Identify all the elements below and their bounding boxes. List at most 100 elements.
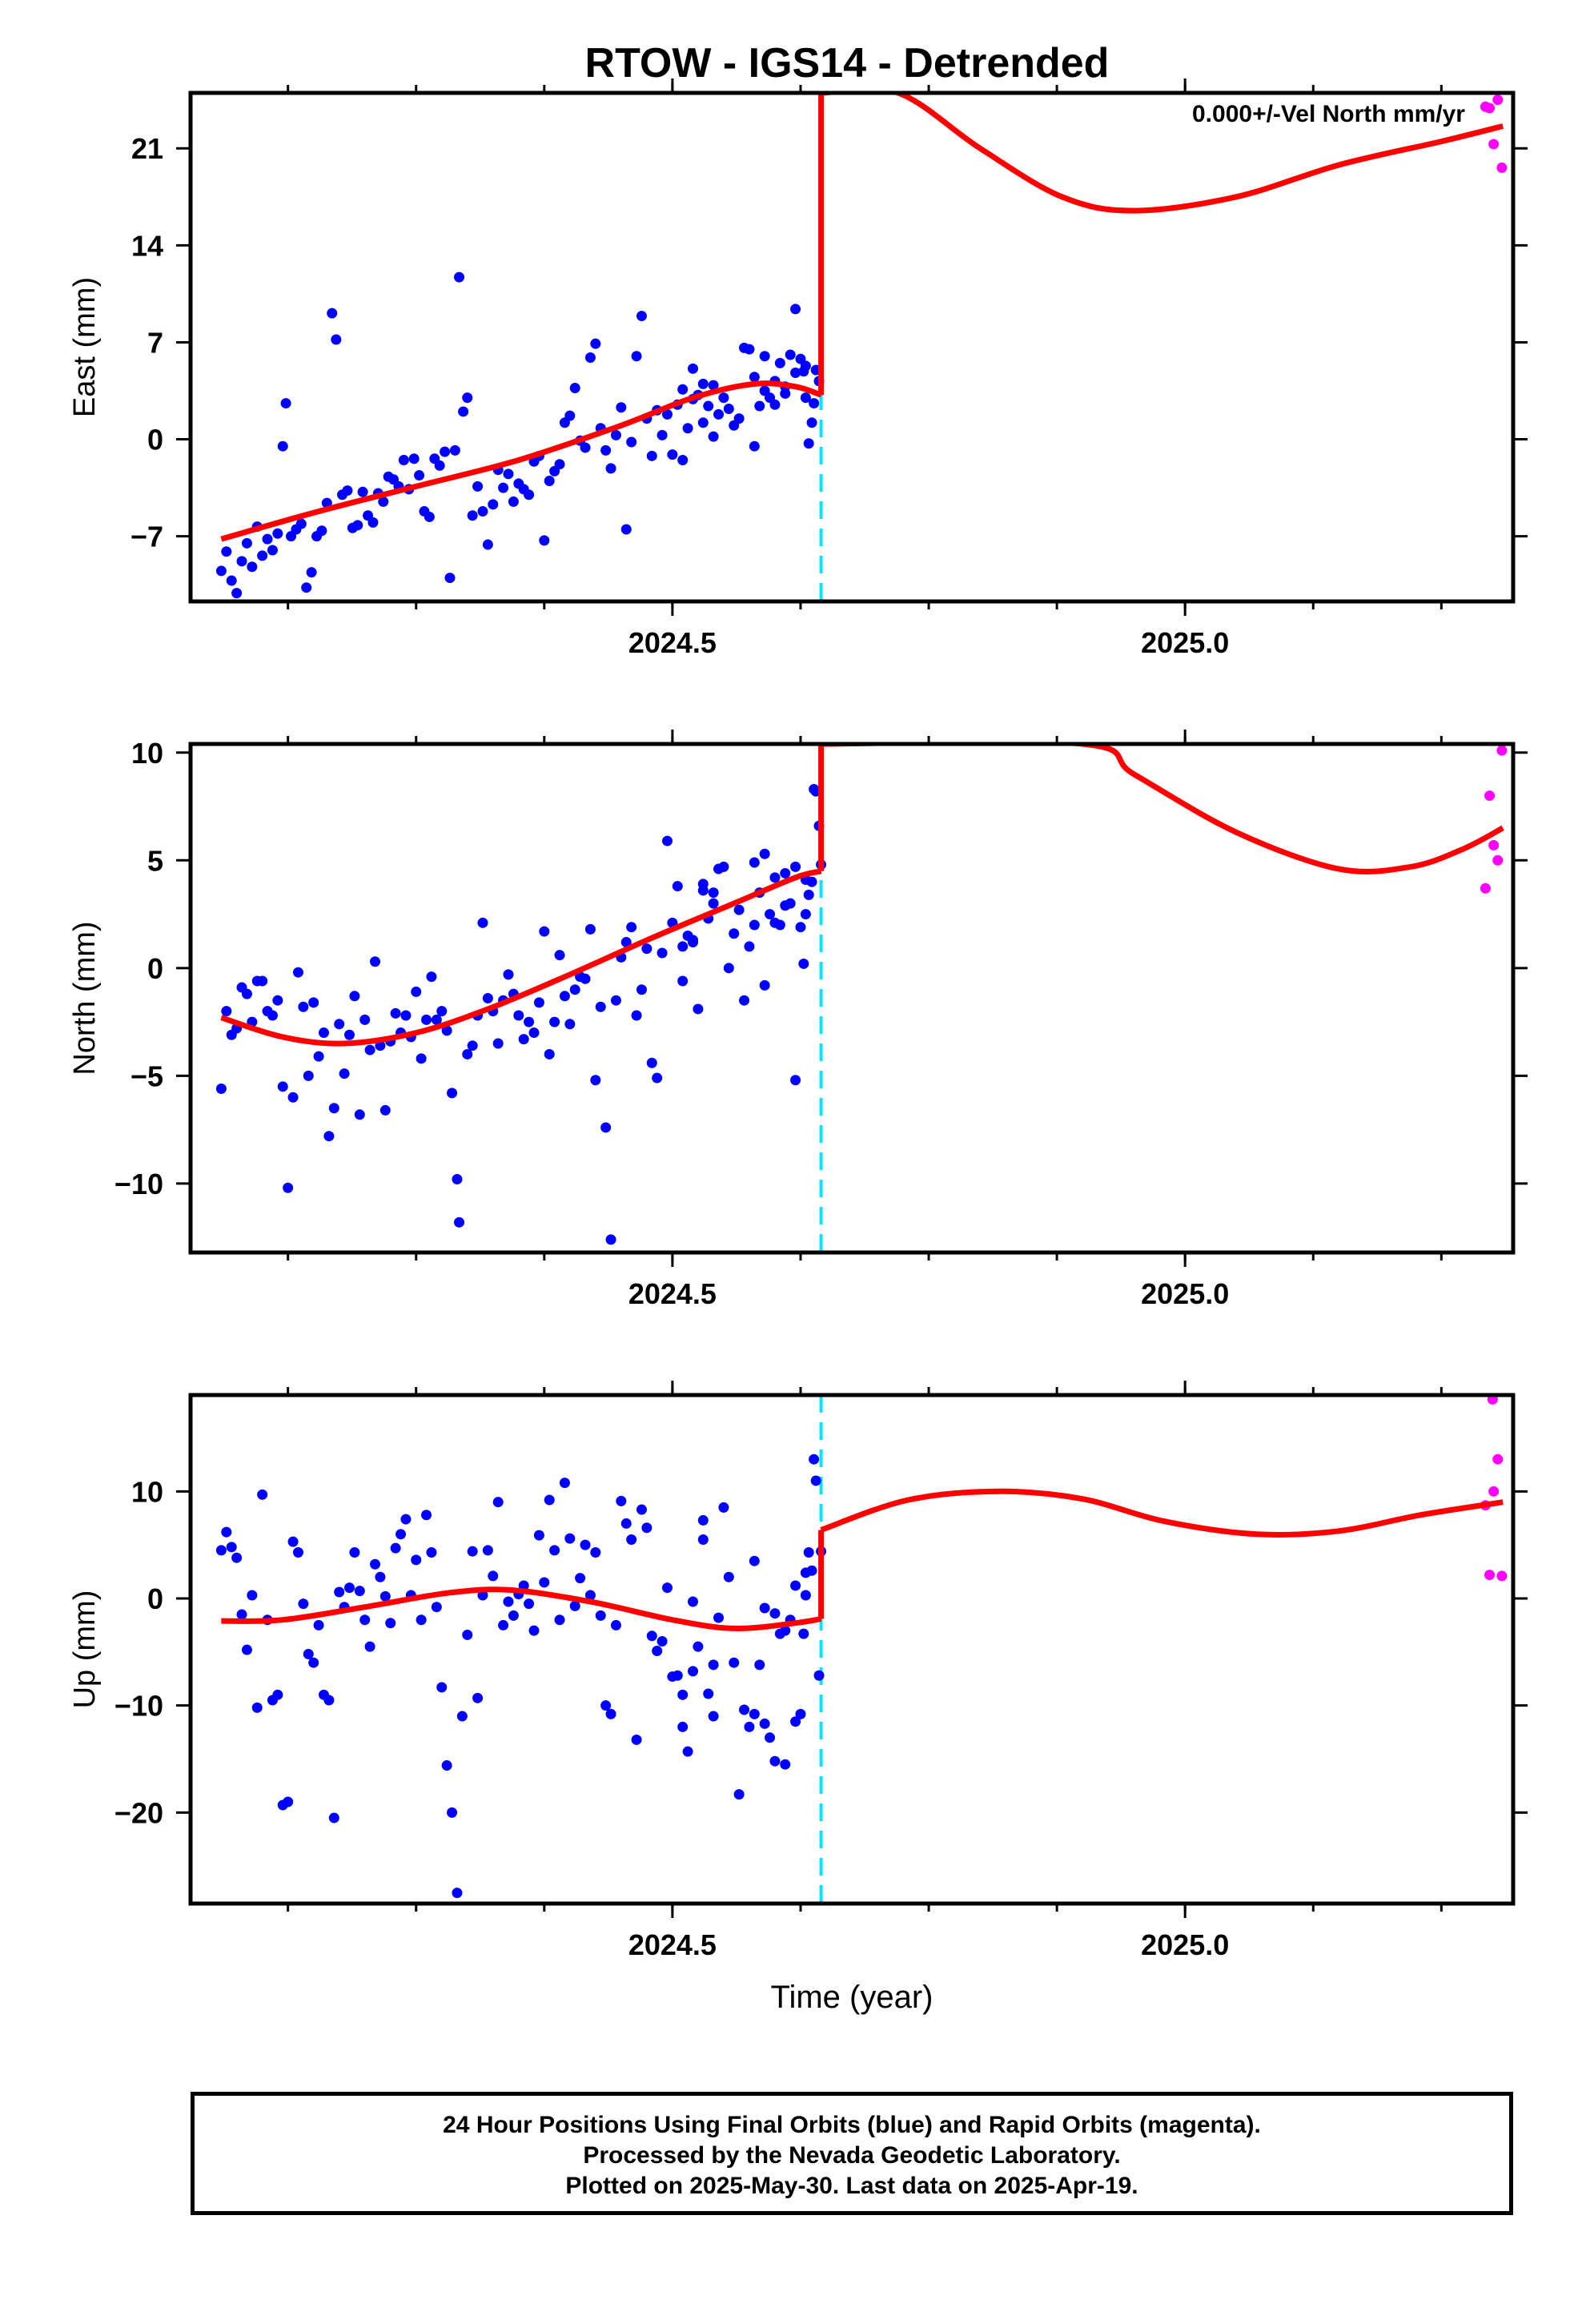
east-final-point — [508, 496, 519, 507]
up-final-point — [739, 1704, 750, 1715]
up-final-point — [488, 1570, 499, 1582]
east-final-point — [241, 537, 252, 549]
north-final-point — [544, 1048, 555, 1059]
east-final-point — [682, 423, 693, 434]
up-final-point — [508, 1610, 519, 1621]
up-final-point — [605, 1708, 616, 1719]
north-x-tick-label: 2025.0 — [1141, 1277, 1229, 1310]
north-final-point — [769, 872, 781, 883]
north-final-point — [400, 1010, 412, 1021]
north-final-point — [803, 889, 814, 900]
east-final-point — [498, 482, 509, 493]
up-final-point — [569, 1600, 580, 1611]
north-final-point — [272, 995, 283, 1006]
north-final-point — [780, 867, 791, 879]
up-final-point — [370, 1558, 381, 1570]
panels: 2024.5 2025.0 −7 0 7 14 21 East (mm) 0.000+/-Vel… — [68, 78, 1528, 2015]
north-final-point — [257, 975, 268, 987]
north-model-curve-after — [821, 744, 1504, 875]
east-final-point — [733, 413, 745, 424]
north-final-point — [308, 997, 319, 1008]
north-final-point — [354, 1109, 365, 1120]
east-rapid-point — [1496, 162, 1508, 173]
north-final-point — [343, 1029, 355, 1040]
east-final-point — [780, 388, 791, 399]
up-final-point — [452, 1888, 463, 1899]
east-final-point — [462, 392, 473, 404]
north-final-point — [436, 1006, 448, 1017]
up-final-point — [447, 1807, 458, 1818]
up-final-point — [809, 1454, 820, 1465]
north-final-point — [798, 958, 809, 969]
east-rapid-point — [1492, 94, 1504, 106]
up-final-point — [247, 1590, 258, 1601]
east-final-point — [367, 517, 379, 528]
up-final-point — [803, 1547, 814, 1558]
east-final-point — [467, 510, 478, 521]
up-x-tick-label: 2024.5 — [628, 1928, 717, 1961]
east-final-point — [626, 436, 637, 448]
up-rapid-point — [1487, 1395, 1498, 1405]
north-final-point — [708, 887, 719, 899]
east-final-point — [590, 338, 601, 349]
north-final-point — [431, 1014, 442, 1025]
north-final-point — [749, 857, 760, 868]
up-final-point — [729, 1657, 740, 1668]
north-final-point — [462, 1048, 473, 1059]
up-final-point — [723, 1571, 734, 1582]
up-final-point — [539, 1577, 550, 1588]
up-final-point — [390, 1542, 401, 1554]
north-final-point — [569, 984, 580, 995]
east-final-point — [667, 449, 678, 460]
up-plot-area — [215, 1395, 1508, 1904]
north-final-point — [334, 1019, 345, 1030]
north-final-point — [339, 1068, 350, 1080]
east-y-tick-label: −7 — [130, 521, 163, 553]
up-final-point — [375, 1571, 386, 1582]
east-final-point — [774, 357, 785, 368]
north-rapid-point — [1484, 790, 1496, 802]
up-y-tick-label: −20 — [114, 1796, 163, 1829]
north-final-point — [564, 1019, 576, 1030]
north-final-point — [267, 1010, 278, 1021]
east-final-point — [677, 384, 689, 395]
north-final-point — [765, 909, 776, 920]
up-final-point — [765, 1732, 776, 1743]
east-final-point — [449, 444, 460, 456]
north-final-point — [241, 988, 252, 999]
east-final-point — [803, 438, 814, 449]
east-final-point — [539, 535, 550, 546]
up-final-point — [749, 1555, 760, 1566]
east-final-point — [267, 545, 278, 556]
east-final-point — [280, 398, 291, 409]
up-final-point — [610, 1619, 621, 1630]
north-final-point — [605, 1234, 616, 1245]
east-final-point — [631, 351, 642, 362]
north-final-point — [749, 919, 760, 931]
up-final-point — [688, 1596, 699, 1607]
up-final-point — [713, 1612, 725, 1623]
up-final-point — [677, 1721, 689, 1732]
up-final-point — [503, 1596, 514, 1607]
up-rapid-point — [1488, 1486, 1500, 1497]
east-final-point — [584, 352, 596, 363]
north-final-point — [482, 993, 493, 1003]
up-final-point — [790, 1580, 801, 1591]
north-final-point — [328, 1103, 339, 1114]
up-final-point — [595, 1610, 606, 1621]
north-rapid-point — [1496, 745, 1508, 756]
north-y-tick-label: 0 — [147, 952, 163, 985]
east-final-point — [688, 363, 699, 374]
east-final-point — [713, 408, 725, 420]
north-x-tick-label: 2024.5 — [628, 1277, 717, 1310]
up-model-curve-before — [221, 1586, 822, 1631]
up-final-point — [396, 1529, 407, 1540]
east-final-point — [434, 460, 445, 471]
east-final-point — [554, 459, 565, 470]
north-final-point — [610, 995, 621, 1006]
up-final-point — [287, 1536, 299, 1547]
up-final-point — [656, 1635, 668, 1647]
up-final-point — [646, 1630, 657, 1642]
north-final-point — [800, 909, 811, 920]
